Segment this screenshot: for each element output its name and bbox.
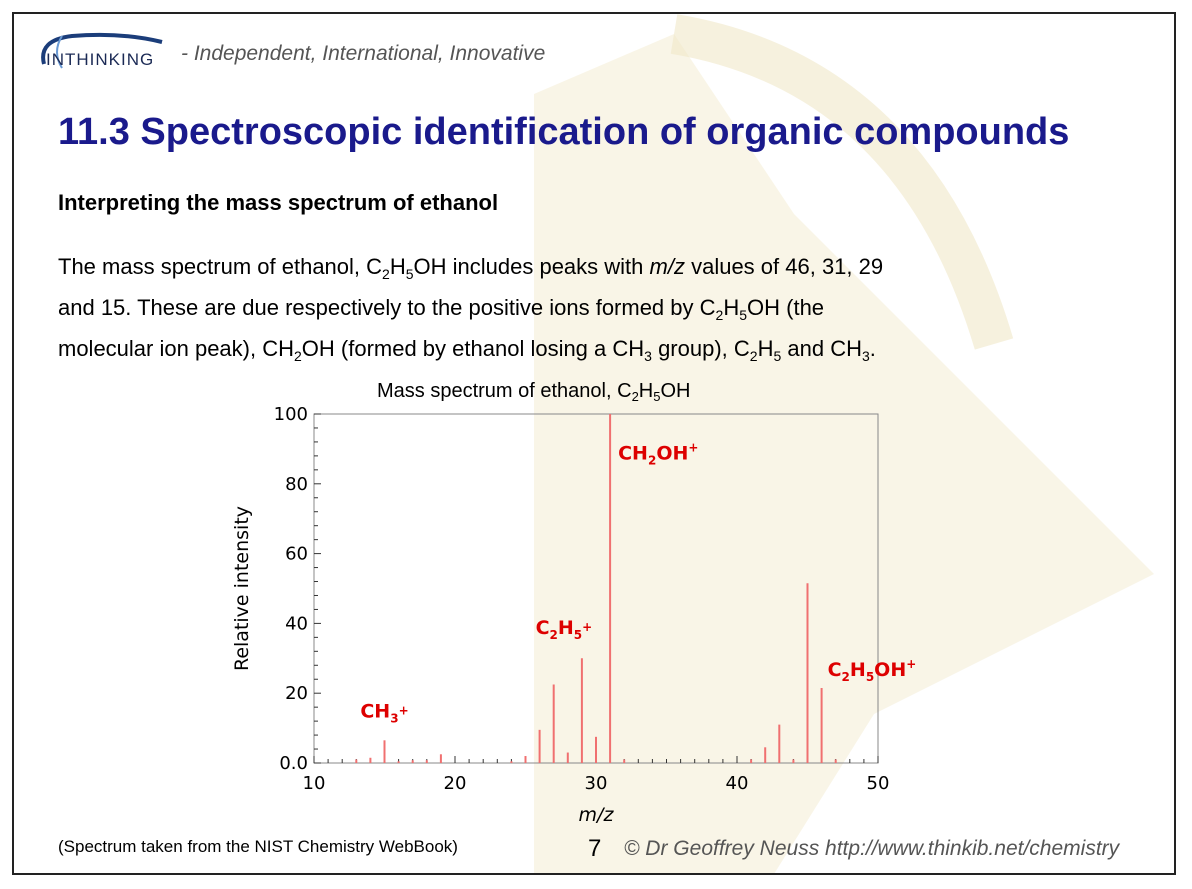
x-tick-label: 10 (303, 773, 326, 794)
y-tick-label: 20 (285, 683, 308, 704)
page-number: 7 (588, 835, 602, 862)
peak-annotation: C2H5+ (536, 617, 593, 642)
inthinking-logo-icon (41, 32, 163, 69)
slide-frame: INTHINKING - Independent, International,… (12, 12, 1176, 875)
y-tick-label: 60 (285, 544, 308, 565)
x-tick-label: 50 (867, 773, 890, 794)
body-paragraph: The mass spectrum of ethanol, C2H5OH inc… (58, 246, 1148, 369)
y-tick-label: 100 (274, 404, 308, 425)
x-tick-label: 20 (444, 773, 467, 794)
peak-annotation: C2H5OH+ (828, 657, 917, 684)
tagline: - Independent, International, Innovative (181, 42, 546, 65)
copyright-credit: © Dr Geoffrey Neuss http://www.thinkib.n… (624, 837, 1120, 860)
y-tick-label: 0.0 (279, 753, 308, 774)
y-tick-label: 40 (285, 613, 308, 634)
source-note: (Spectrum taken from the NIST Chemistry … (58, 837, 458, 856)
paragraph-line-2: and 15. These are due respectively to th… (58, 295, 825, 323)
chart-title: Mass spectrum of ethanol, C2H5OH (377, 380, 691, 404)
paragraph-line-3: molecular ion peak), CH2OH (formed by et… (58, 336, 876, 364)
paragraph-line-1: The mass spectrum of ethanol, C2H5OH inc… (58, 254, 884, 282)
mass-spectrum-chart: 10 20 30 40 50 0.0 20 40 60 80 100 m/z Relative inte… (231, 404, 917, 826)
logo-text: INTHINKING (46, 50, 155, 69)
peak-annotation: CH2OH+ (618, 440, 698, 467)
watermark-shape (534, 14, 1154, 873)
x-tick-label: 40 (726, 773, 749, 794)
section-subtitle: Interpreting the mass spectrum of ethano… (58, 190, 499, 215)
x-tick-label: 30 (585, 773, 608, 794)
peak-annotation: CH3+ (360, 701, 408, 726)
y-tick-label: 80 (285, 474, 308, 495)
page-title: 11.3 Spectroscopic identification of org… (58, 111, 1070, 153)
y-axis-label: Relative intensity (231, 506, 253, 671)
x-axis-label: m/z (579, 804, 615, 826)
